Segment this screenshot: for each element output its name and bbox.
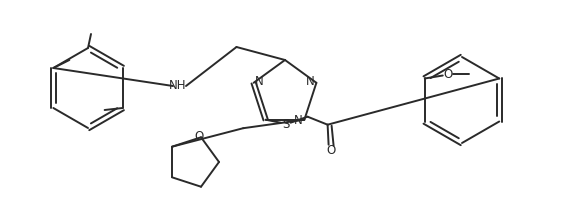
Text: N: N <box>255 75 264 88</box>
Text: O: O <box>326 144 335 157</box>
Text: O: O <box>194 130 204 143</box>
Text: N: N <box>306 75 315 88</box>
Text: N: N <box>294 114 303 127</box>
Text: O: O <box>443 68 452 81</box>
Text: NH: NH <box>169 78 187 92</box>
Text: S: S <box>282 118 289 131</box>
